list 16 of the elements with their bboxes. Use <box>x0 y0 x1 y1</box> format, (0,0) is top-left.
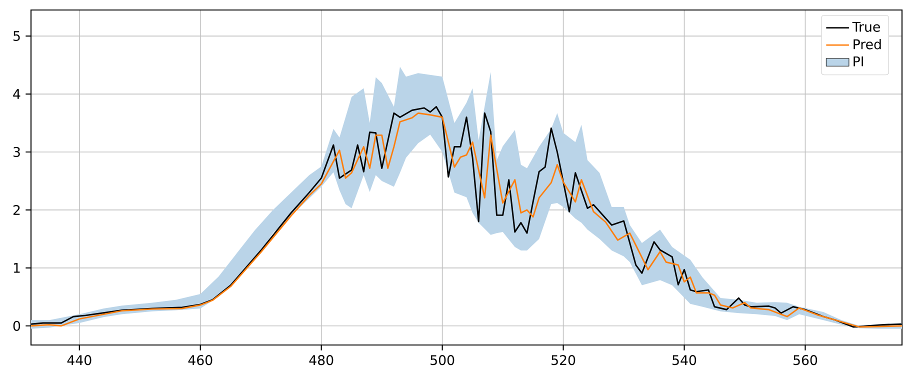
legend-label: Pred <box>854 38 881 50</box>
x-tick-label: 540 <box>672 355 696 366</box>
y-tick-label: 4 <box>13 89 20 99</box>
y-tick-label: 0 <box>13 320 20 331</box>
x-tick-label: 460 <box>188 355 212 366</box>
x-tick-label: 440 <box>67 355 92 366</box>
legend-label: PI <box>854 56 864 66</box>
y-tick-label: 1 <box>14 263 20 273</box>
y-tick-label: 5 <box>14 31 20 42</box>
y-tick-label: 3 <box>14 146 20 158</box>
y-tick-label: 2 <box>13 204 20 215</box>
x-tick-label: 500 <box>430 355 454 366</box>
legend-label: True <box>852 22 880 32</box>
x-tick-label: 480 <box>309 355 334 366</box>
x-tick-label: 560 <box>794 355 818 366</box>
x-tick-label: 520 <box>552 355 576 366</box>
